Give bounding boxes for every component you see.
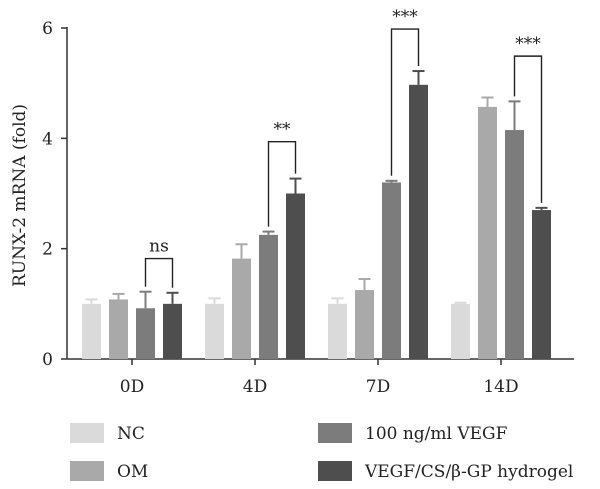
x-tick-label: 14D — [483, 377, 518, 397]
significance-bracket — [144, 257, 174, 288]
legend-label: NC — [117, 424, 145, 444]
y-tick-label: 6 — [42, 19, 53, 39]
bar — [82, 303, 101, 359]
bar — [163, 303, 182, 359]
y-tick-label: 0 — [42, 350, 53, 370]
y-tick-label: 2 — [42, 240, 53, 260]
bar — [382, 182, 401, 359]
significance-annotations: ns******** — [144, 7, 543, 288]
bar — [259, 234, 278, 359]
bar — [232, 258, 251, 359]
bar — [109, 299, 128, 359]
bar — [409, 84, 428, 360]
legend-label: VEGF/CS/β-GP hydrogel — [364, 462, 573, 482]
bar — [328, 303, 347, 359]
significance-label: ** — [274, 120, 292, 140]
bar — [286, 193, 305, 359]
legend-label: 100 ng/ml VEGF — [365, 424, 508, 444]
y-axis-title: RUNX-2 mRNA (fold) — [10, 104, 30, 287]
legend-swatch — [318, 423, 352, 443]
significance-label: *** — [515, 34, 541, 54]
bar — [532, 210, 551, 359]
bar — [355, 290, 374, 359]
chart-bars — [82, 70, 551, 360]
significance-label: *** — [392, 7, 418, 27]
legend-label: OM — [117, 462, 148, 482]
significance-bracket — [267, 140, 297, 227]
bar — [136, 308, 155, 359]
bar — [478, 106, 497, 359]
bar — [451, 303, 470, 359]
legend-swatch — [70, 423, 104, 443]
legend-swatch — [318, 461, 352, 481]
chart-legend: NC OM 100 ng/ml VEGF VEGF/CS/β-GP hydrogel — [70, 423, 573, 482]
significance-label: ns — [149, 237, 169, 257]
x-tick-label: 0D — [120, 377, 144, 397]
significance-bracket — [390, 28, 420, 176]
bar — [205, 303, 224, 359]
x-tick-label: 7D — [366, 377, 390, 397]
bar — [505, 130, 524, 359]
legend-swatch — [70, 461, 104, 481]
y-tick-label: 4 — [42, 129, 53, 149]
x-tick-label: 4D — [243, 377, 267, 397]
significance-bracket — [513, 55, 543, 203]
